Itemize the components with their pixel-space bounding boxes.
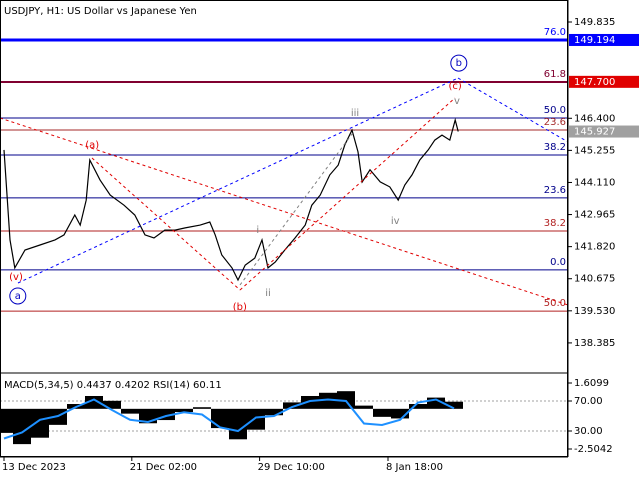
macd-bar [445, 401, 463, 409]
wave-label: i [256, 225, 259, 236]
macd-bar [13, 408, 31, 445]
y-tick-label: 142.965 [574, 210, 615, 221]
price-label-box [569, 75, 639, 88]
wave-label: iii [351, 108, 359, 119]
rsi-line [3, 398, 455, 440]
macd-bar [85, 395, 103, 409]
macd-bar [427, 397, 445, 409]
macd-bar [319, 392, 337, 409]
macd-bar [265, 408, 283, 416]
macd-tick-label: -2.5042 [574, 444, 613, 455]
price-label-box [569, 33, 639, 46]
y-tick-label: 140.675 [574, 274, 615, 285]
trend-line [17, 77, 459, 284]
trend-lines [0, 77, 569, 306]
level-label: 50.0 [544, 298, 566, 309]
macd-bar [103, 400, 121, 409]
rsi-tick-label: 30.00 [574, 426, 603, 437]
y-tick-label: 146.400 [574, 113, 615, 124]
level-label: 38.2 [544, 218, 566, 229]
macd-tick-label: 1.6099 [574, 378, 609, 389]
level-label: 38.2 [544, 142, 566, 153]
wave-label: b [456, 58, 462, 69]
trend-line [0, 117, 569, 306]
macd-bar [229, 408, 247, 440]
price-label: 147.700 [574, 77, 615, 88]
macd-bar [373, 408, 391, 417]
level-label: 0.0 [550, 257, 566, 268]
price-label-box [569, 125, 639, 138]
macd-bar [175, 408, 193, 413]
chart-title: USDJPY, H1: US Dollar vs Japanese Yen [4, 6, 197, 17]
wave-label: (v) [9, 272, 23, 283]
y-tick-label: 145.255 [574, 145, 615, 156]
indicator-title: MACD(5,34,5) 0.4437 0.4202 RSI(14) 60.11 [4, 380, 222, 391]
x-tick-label: 21 Dec 02:00 [130, 462, 197, 473]
macd-bar [193, 407, 211, 409]
macd-bar [31, 408, 49, 438]
y-tick-label: 144.110 [574, 177, 615, 188]
level-label: 50.0 [544, 105, 566, 116]
layer: 149.835 146.400 145.255 144.110 142.965 141.8… [0, 17, 639, 473]
price-label: 145.927 [574, 127, 615, 138]
macd-bar [247, 408, 265, 430]
y-tick-label: 149.835 [574, 17, 615, 28]
level-label: 76.0 [544, 27, 566, 38]
level-label: 23.6 [544, 185, 566, 196]
wave-label: v [454, 96, 460, 107]
macd-bar [211, 408, 229, 429]
macd-bar [157, 408, 175, 421]
y-tick-label: 138.385 [574, 338, 615, 349]
macd-bar [121, 408, 139, 414]
wave-label: ii [265, 288, 271, 299]
level-label: 23.6 [544, 117, 566, 128]
macd-bar [301, 395, 319, 409]
rsi-tick-label: 70.00 [574, 396, 603, 407]
macd-bar [391, 408, 409, 419]
frame [0, 0, 568, 457]
level-label: 61.8 [544, 69, 566, 80]
y-tick-label: 139.530 [574, 306, 615, 317]
y-tick-label: 141.820 [574, 242, 615, 253]
wave-label: a [15, 291, 21, 302]
macd-bar [355, 405, 373, 409]
x-tick-label: 13 Dec 2023 [2, 462, 66, 473]
macd-bar [0, 408, 13, 433]
macd-bar [409, 404, 427, 409]
price-label: 149.194 [574, 35, 615, 46]
trend-line [239, 97, 456, 291]
wave-circle [9, 287, 27, 305]
wave-label: iv [391, 216, 400, 227]
wave-label: (c) [449, 81, 462, 92]
x-tick-label: 29 Dec 10:00 [258, 462, 325, 473]
wave-circle [450, 54, 468, 72]
wave-label: (b) [233, 302, 247, 313]
price-line [3, 117, 459, 282]
wave-label: (a) [85, 140, 99, 151]
trend-line [239, 129, 356, 286]
x-tick-label: 8 Jan 18:00 [386, 462, 443, 473]
macd-bar [283, 402, 301, 409]
